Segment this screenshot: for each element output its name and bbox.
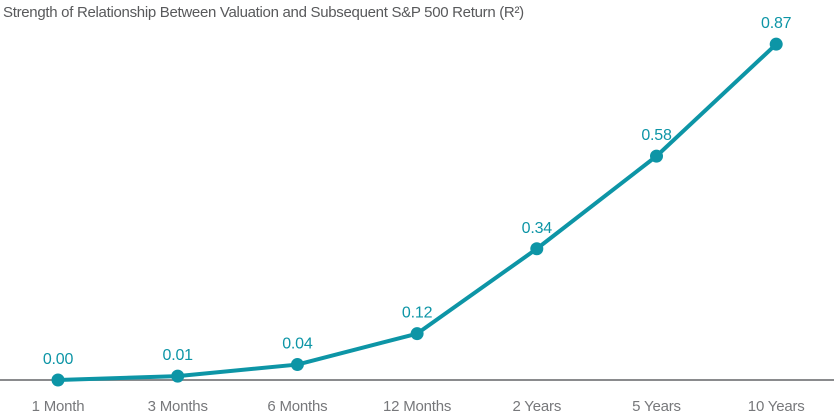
data-point-label: 0.04 [282,336,313,353]
data-point-marker [769,37,783,51]
x-axis-tick-label: 12 Months [383,398,451,414]
data-point-marker [51,373,65,387]
x-axis-tick-label: 3 Months [148,398,208,414]
data-point-label: 0.01 [163,347,194,364]
x-axis-tick-label: 10 Years [748,398,805,414]
data-point-label: 0.87 [761,15,792,32]
data-point-marker [650,149,663,163]
data-point-label: 0.58 [641,127,672,144]
x-axis-tick-label: 2 Years [512,398,561,414]
x-axis-tick-label: 5 Years [632,398,681,414]
data-point-marker [410,327,424,341]
data-point-marker [290,358,304,372]
data-point-label: 0.34 [522,220,553,237]
data-point-label: 0.00 [43,351,74,368]
data-point-label: 0.12 [402,305,433,322]
data-point-marker [171,369,185,383]
data-point-marker [530,242,544,256]
x-axis-tick-label: 1 Month [32,398,85,414]
x-axis-tick-label: 6 Months [267,398,327,414]
chart-title: Strength of Relationship Between Valuati… [3,4,524,21]
